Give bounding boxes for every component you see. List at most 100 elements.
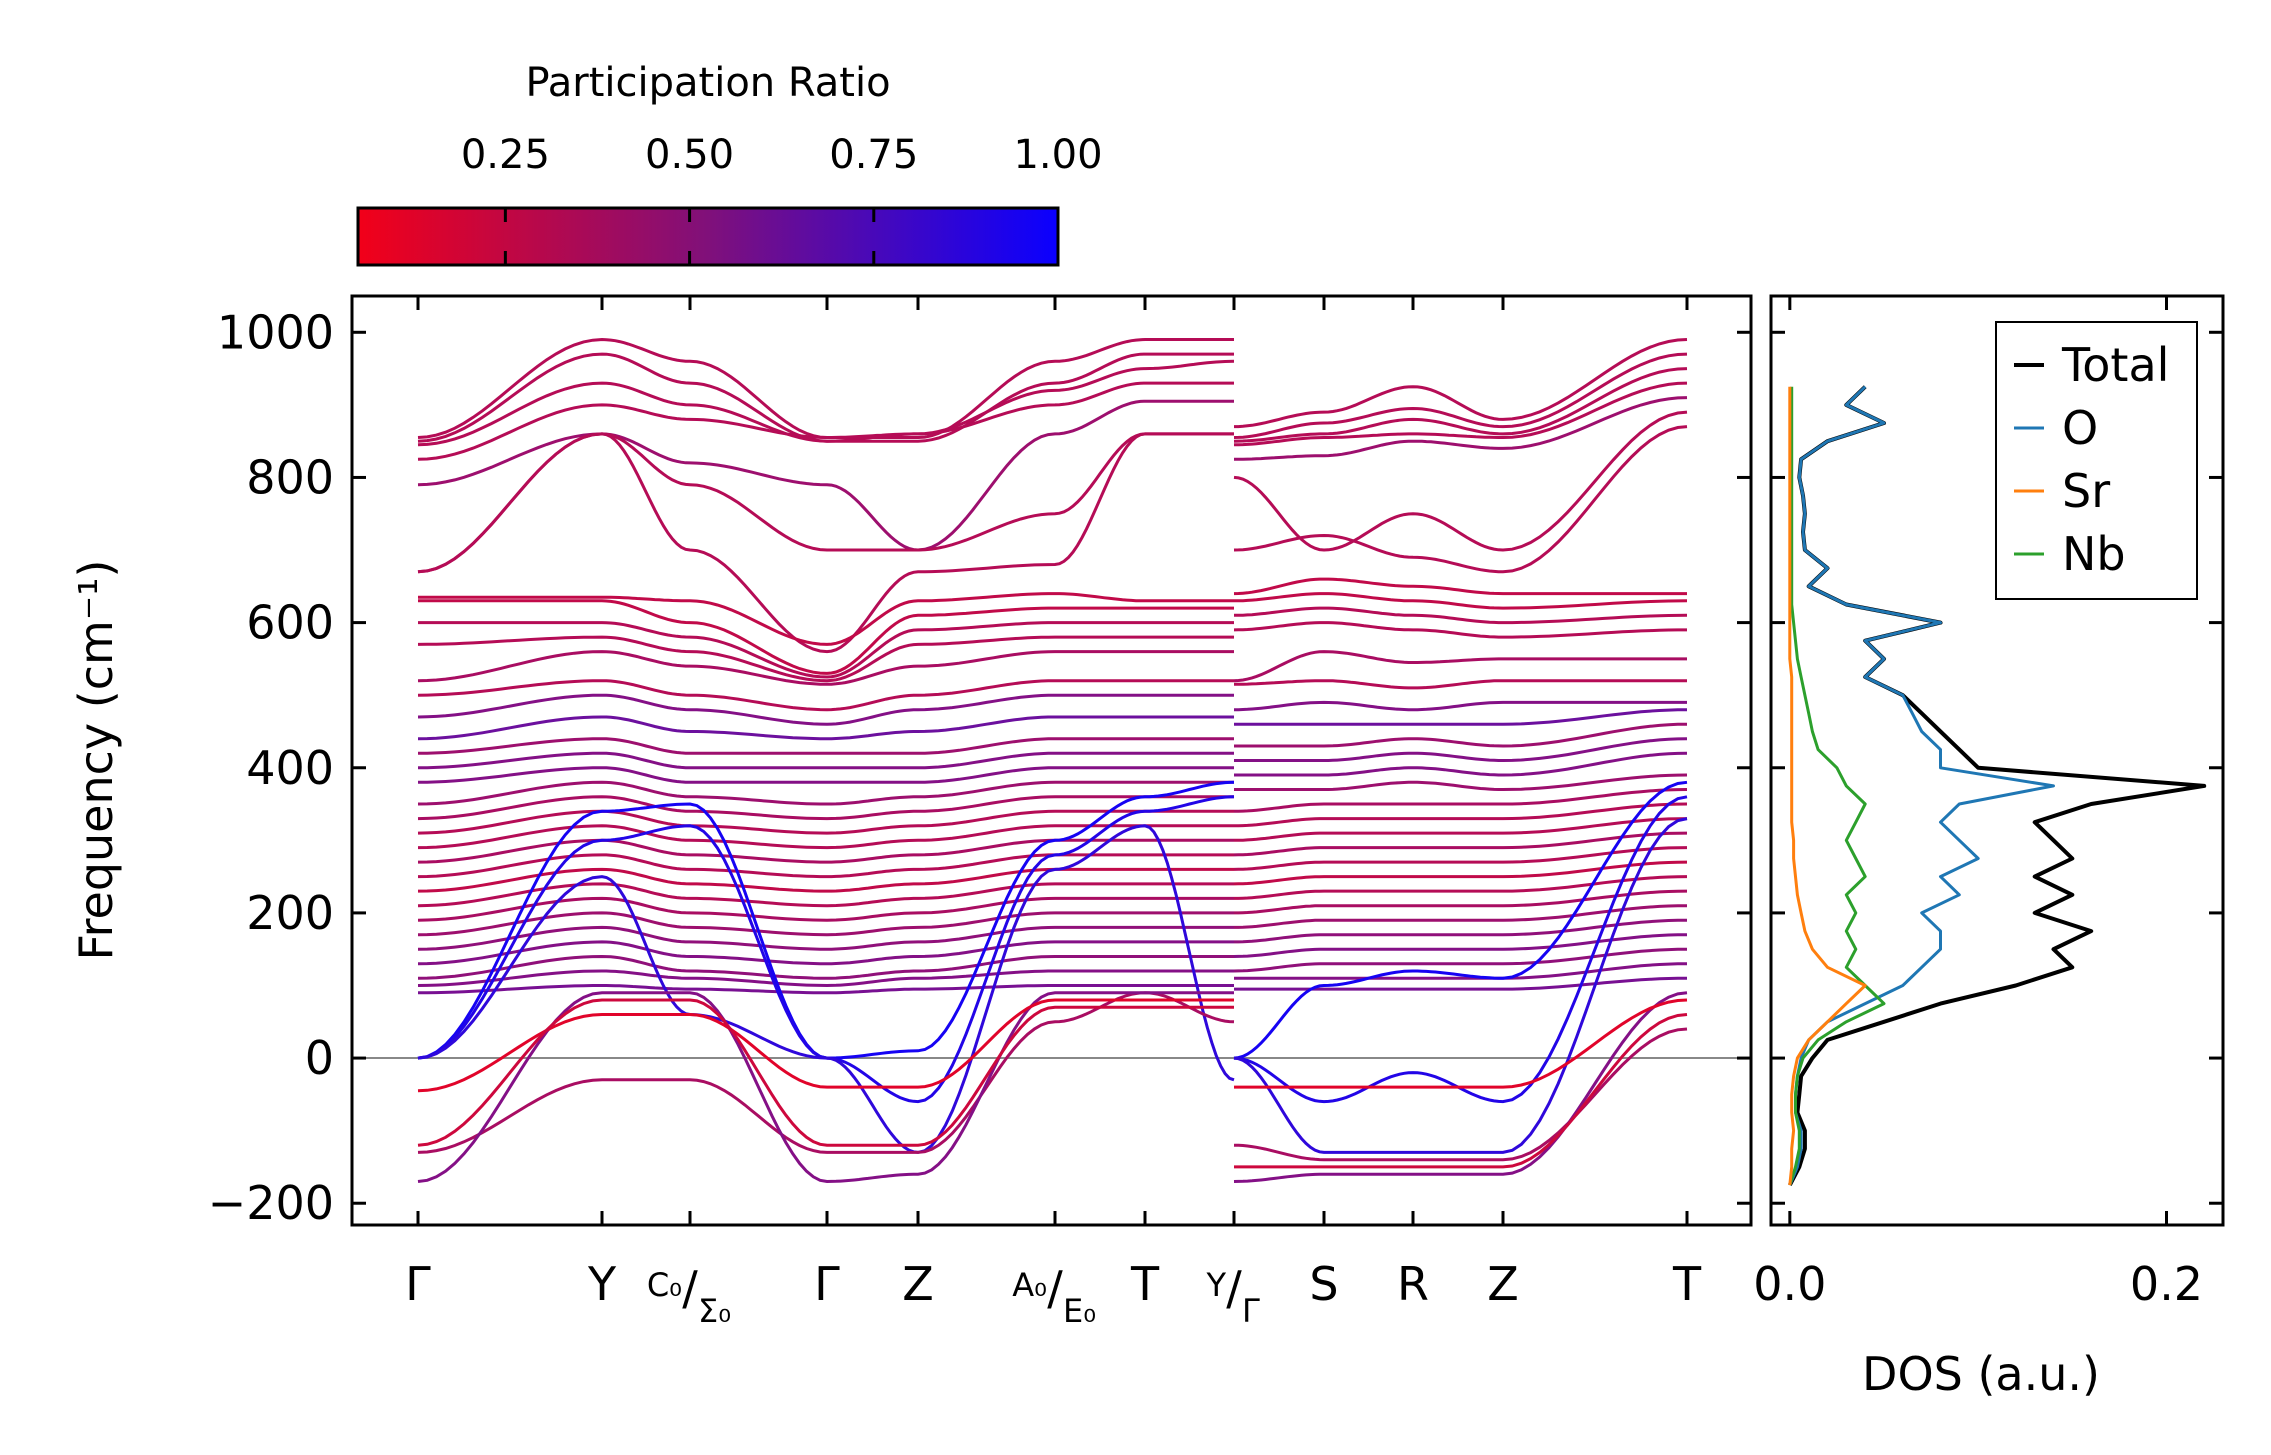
kpath-label: Y bbox=[587, 1257, 617, 1311]
kpath-label-top: A₀ bbox=[1012, 1266, 1047, 1304]
phonon-band-9-segment-2 bbox=[1234, 606, 1688, 625]
phonon-band-19-segment-1 bbox=[417, 795, 1234, 821]
phonon-band-1-segment-1 bbox=[417, 352, 1234, 443]
phonon-band-28-segment-1 bbox=[417, 925, 1234, 951]
colorbar-gradient bbox=[356, 206, 1060, 267]
kpath-label-slash: / bbox=[682, 1261, 698, 1315]
phonon-band-1-segment-2 bbox=[1233, 352, 1688, 439]
phonon-band-20-segment-2 bbox=[1234, 802, 1688, 828]
kpath-label: A₀ / E₀ bbox=[1012, 1261, 1096, 1330]
dos-x-tick-label: 0.2 bbox=[2130, 1257, 2203, 1311]
kpath-label-bottom: E₀ bbox=[1063, 1292, 1096, 1330]
phonon-band-16-segment-2 bbox=[1234, 737, 1688, 762]
legend-label-total: Total bbox=[2061, 338, 2169, 392]
kpath-label: T bbox=[1130, 1257, 1160, 1311]
phonon-band-13-segment-2 bbox=[1234, 700, 1687, 712]
kpath-label: Γ bbox=[405, 1257, 431, 1311]
phonon-band-21-segment-1 bbox=[417, 824, 1234, 850]
phonon-band-2-segment-2 bbox=[1233, 367, 1688, 443]
phonon-band-32-segment-1 bbox=[417, 984, 1234, 995]
dos-plot-frame bbox=[1769, 294, 2225, 1227]
y-tick-label: 600 bbox=[246, 596, 334, 650]
phonon-band-6-segment-2 bbox=[1233, 425, 1688, 574]
kpath-label: C₀ / Σ₀ bbox=[647, 1261, 731, 1330]
phonon-band-16-segment-1 bbox=[417, 751, 1234, 770]
phonon-band-38-segment-2 bbox=[1234, 998, 1688, 1089]
y-axis-label: Frequency (cm⁻¹) bbox=[69, 560, 123, 961]
phonon-band-12-segment-2 bbox=[1234, 679, 1687, 690]
phonon-band-25-segment-2 bbox=[1234, 875, 1688, 900]
dos-x-axis-label: DOS (a.u.) bbox=[1862, 1347, 2100, 1401]
dos-line-sr bbox=[1788, 386, 1867, 1186]
phonon-band-10-segment-2 bbox=[1233, 621, 1687, 639]
y-tick-label: 1000 bbox=[217, 305, 334, 359]
legend-label-o: O bbox=[2062, 401, 2098, 455]
phonon-band-26-segment-1 bbox=[417, 896, 1234, 922]
phonon-band-14-segment-2 bbox=[1234, 708, 1688, 726]
phonon-band-18-segment-1 bbox=[417, 780, 1234, 806]
phonon-band-33-segment-2 bbox=[1233, 780, 1688, 1060]
phonon-band-38-segment-1 bbox=[417, 998, 1234, 1093]
phonon-band-10-segment-1 bbox=[417, 635, 1234, 683]
phonon-band-11-segment-2 bbox=[1233, 650, 1687, 683]
phonon-band-15-segment-2 bbox=[1234, 722, 1688, 748]
colorbar-tick-label: 1.00 bbox=[1013, 132, 1102, 178]
band-plot-frame bbox=[350, 294, 1753, 1227]
phonon-band-15-segment-1 bbox=[418, 737, 1234, 755]
phonon-band-22-segment-1 bbox=[417, 838, 1234, 864]
dos-line-o bbox=[1788, 385, 2055, 1186]
phonon-band-2-segment-1 bbox=[417, 359, 1235, 447]
phonon-band-24-segment-2 bbox=[1233, 860, 1688, 886]
phonon-band-31-segment-1 bbox=[417, 969, 1234, 988]
phonon-band-31-segment-2 bbox=[1234, 962, 1688, 980]
phonon-band-21-segment-2 bbox=[1234, 817, 1688, 842]
legend-label-nb: Nb bbox=[2062, 527, 2126, 581]
colorbar: Participation Ratio 0.25 0.50 0.75 1.00 bbox=[356, 60, 1103, 267]
phonon-band-34-segment-1 bbox=[417, 795, 1235, 1104]
phonon-band-6-segment-1 bbox=[417, 432, 1234, 654]
y-tick-label: −200 bbox=[208, 1176, 334, 1230]
kpath-label: T bbox=[1672, 1257, 1702, 1311]
phonon-band-36-segment-1 bbox=[417, 991, 1235, 1154]
kpath-label: Z bbox=[902, 1257, 934, 1311]
phonon-band-27-segment-1 bbox=[417, 911, 1234, 937]
phonon-band-17-segment-2 bbox=[1234, 751, 1688, 777]
kpath-label: Y / Γ bbox=[1205, 1261, 1260, 1330]
y-tick-label: 0 bbox=[305, 1031, 334, 1085]
phonon-band-19-segment-2 bbox=[1234, 788, 1688, 813]
phonon-band-30-segment-2 bbox=[1233, 947, 1688, 973]
dos-panel: 0.0 0.2 DOS (a.u.) Total O Sr Nb bbox=[1753, 294, 2225, 1401]
phonon-band-7-segment-1 bbox=[418, 592, 1234, 646]
legend-label-sr: Sr bbox=[2062, 464, 2110, 518]
y-tick-label: 800 bbox=[246, 450, 334, 504]
phonon-band-13-segment-1 bbox=[417, 693, 1234, 726]
phonon-band-5-segment-1 bbox=[417, 432, 1234, 574]
phonon-band-23-segment-2 bbox=[1233, 846, 1688, 871]
kpath-label-slash: / bbox=[1226, 1261, 1242, 1315]
y-tick-label: 200 bbox=[246, 886, 334, 940]
kpath-label-slash: / bbox=[1047, 1261, 1063, 1315]
phonon-band-8-segment-1 bbox=[418, 599, 1234, 675]
phonon-band-18-segment-2 bbox=[1234, 773, 1688, 791]
phonon-band-32-segment-2 bbox=[1234, 976, 1688, 991]
phonon-band-26-segment-2 bbox=[1234, 889, 1688, 915]
phonon-band-11-segment-1 bbox=[417, 650, 1234, 686]
colorbar-tick-label: 0.50 bbox=[645, 132, 734, 178]
phonon-band-9-segment-1 bbox=[418, 621, 1234, 679]
phonon-band-0-segment-2 bbox=[1234, 338, 1688, 429]
phonon-band-3-segment-1 bbox=[417, 381, 1234, 461]
phonon-band-29-segment-2 bbox=[1233, 933, 1688, 958]
phonon-band-23-segment-1 bbox=[417, 853, 1234, 879]
y-tick-label: 400 bbox=[246, 741, 334, 795]
phonon-band-34-segment-2 bbox=[1233, 795, 1688, 1104]
phonon-band-5-segment-2 bbox=[1233, 410, 1688, 552]
colorbar-tick-label: 0.75 bbox=[829, 132, 918, 178]
kpath-label: R bbox=[1397, 1257, 1429, 1311]
phonon-band-17-segment-1 bbox=[417, 766, 1234, 784]
phonon-band-33-segment-1 bbox=[417, 780, 1235, 1060]
dos-line-nb bbox=[1788, 386, 1886, 1186]
phonon-band-39-segment-1 bbox=[417, 998, 1234, 1147]
kpath-label-top: Y bbox=[1205, 1266, 1226, 1304]
